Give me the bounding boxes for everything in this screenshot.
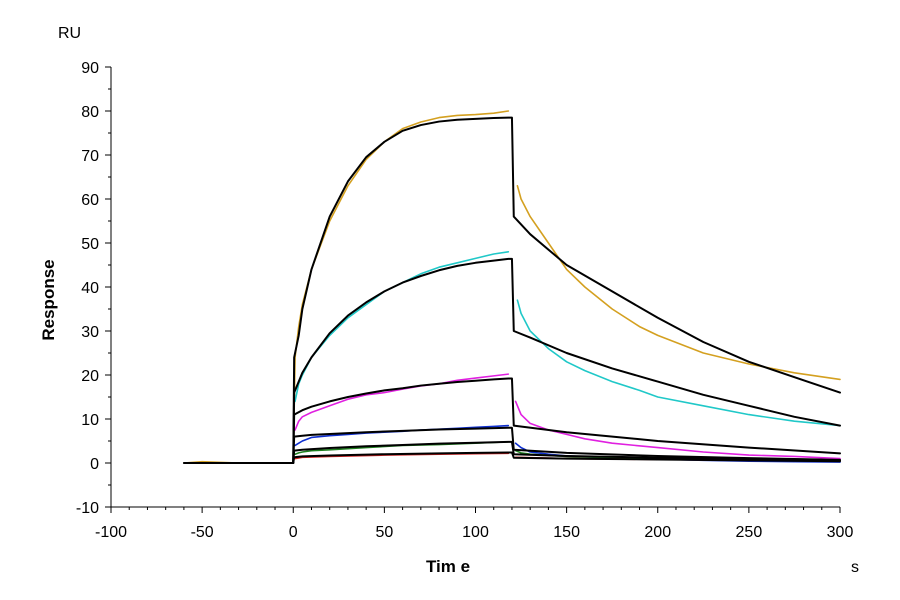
series-line-3 [294, 373, 841, 460]
series-line-7 [182, 116, 841, 464]
y-tick-label: 20 [81, 368, 99, 385]
x-tick-label: -100 [95, 524, 127, 541]
y-tick-label: -10 [76, 500, 99, 517]
y-tick-label: 70 [81, 148, 99, 165]
series-line-8 [292, 257, 841, 464]
series-line-9 [292, 377, 841, 464]
y-tick-label: 0 [90, 456, 99, 473]
y-tick-label: 90 [81, 60, 99, 77]
series-line-2 [294, 251, 841, 427]
x-tick-label: 300 [827, 524, 854, 541]
x-tick-label: 50 [375, 524, 393, 541]
series-line-11 [292, 440, 841, 464]
y-unit-label: RU [58, 25, 81, 42]
x-tick-label: -50 [191, 524, 214, 541]
y-tick-label: 10 [81, 412, 99, 429]
x-unit-label: s [851, 559, 859, 576]
y-tick-label: 50 [81, 236, 99, 253]
y-tick-label: 60 [81, 192, 99, 209]
series-layer [182, 110, 841, 464]
x-tick-label: 100 [462, 524, 489, 541]
series-line-10 [292, 426, 841, 464]
x-axis-title: Tim e [426, 557, 470, 576]
x-tick-label: 250 [736, 524, 763, 541]
x-tick-label: 150 [553, 524, 580, 541]
y-tick-label: 40 [81, 280, 99, 297]
x-tick-label: 200 [644, 524, 671, 541]
series-line-12 [292, 451, 841, 464]
y-tick-label: 80 [81, 104, 99, 121]
x-tick-label: 0 [289, 524, 298, 541]
y-tick-label: 30 [81, 324, 99, 341]
y-axis-title: Response [39, 259, 58, 340]
